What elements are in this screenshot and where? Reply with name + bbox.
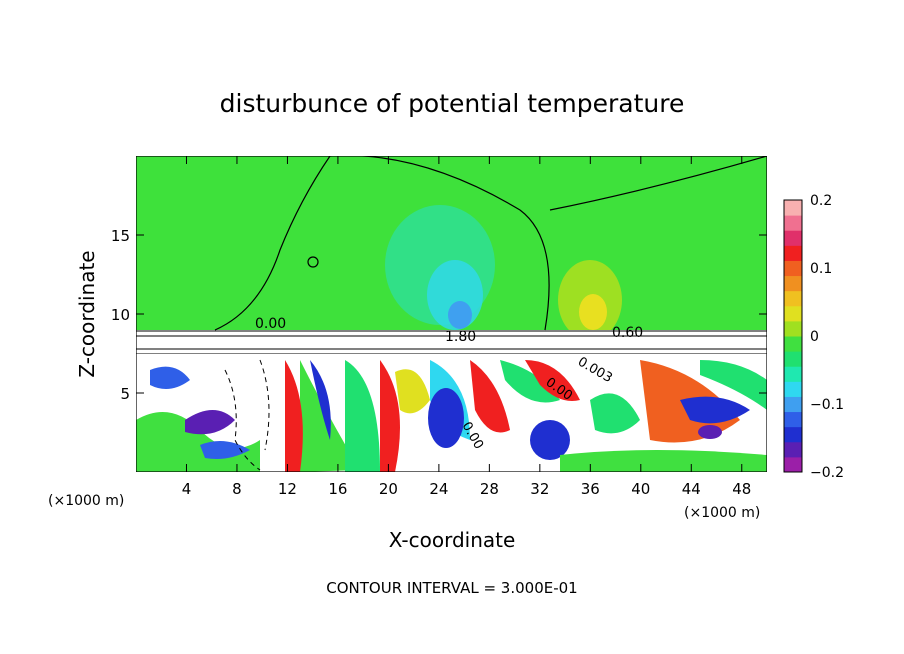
colorbar-swatch (784, 366, 802, 382)
y-tick-label: 10 (111, 306, 130, 324)
colorbar-swatch (784, 351, 802, 367)
x-axis-label: X-coordinate (389, 528, 516, 552)
x-tick-label: 48 (732, 480, 751, 498)
plume-yellow-core (579, 294, 607, 330)
colorbar-tick-label: −0.1 (810, 397, 844, 413)
x-tick-label: 16 (328, 480, 347, 498)
x-tick-label: 32 (530, 480, 549, 498)
colorbar-swatch (784, 381, 802, 397)
colorbar-swatch (784, 396, 802, 413)
colorbar-swatch (784, 290, 802, 307)
feature-blue (680, 396, 750, 424)
feature-green (700, 360, 767, 410)
colorbar-swatch (784, 230, 802, 246)
colorbar-ticks: 0.2 0.1 0 −0.1 −0.2 (810, 193, 844, 481)
contour-label: 0.00 (255, 316, 286, 332)
colorbar-tick-label: 0.2 (810, 193, 832, 209)
y-axis-ticks: 5 10 15 (111, 227, 767, 403)
feature-red (525, 360, 580, 401)
colorbar-tick-label: 0 (810, 329, 819, 345)
colorbar-swatch (784, 260, 802, 277)
x-tick-label: 24 (429, 480, 448, 498)
y-axis-label: Z-coordinate (75, 250, 99, 377)
contour-line (549, 156, 767, 211)
colorbar-swatch (784, 441, 802, 458)
feature-green (590, 393, 640, 434)
feature-green (560, 450, 767, 472)
colorbar-swatch (784, 215, 802, 231)
colorbar-swatch (784, 200, 802, 216)
colorbar-swatch (784, 305, 802, 322)
contour-line (307, 256, 319, 268)
feature-green (300, 360, 360, 472)
contour-label: 0.60 (612, 325, 643, 341)
contour-dashed (259, 359, 270, 451)
footer-contour-interval: CONTOUR INTERVAL = 3.000E-01 (326, 579, 577, 597)
x-unit-left: (×1000 m) (48, 493, 124, 509)
x-tick-label: 20 (379, 480, 398, 498)
y-tick-label: 15 (111, 227, 130, 245)
feature-green (345, 360, 380, 472)
contour-dashed (224, 369, 261, 471)
colorbar-swatch (784, 336, 802, 352)
x-tick-label: 36 (581, 480, 600, 498)
feature-red (470, 360, 510, 433)
x-tick-label: 28 (480, 480, 499, 498)
contour-line (330, 156, 550, 331)
plume-blue-core (448, 301, 472, 329)
x-tick-label: 4 (182, 480, 192, 498)
feature-green (500, 360, 560, 403)
white-band (136, 330, 767, 354)
x-tick-label: 8 (232, 480, 242, 498)
contour-line (214, 156, 331, 331)
feature-red (380, 360, 400, 472)
colorbar-swatch (784, 411, 802, 428)
plot-area (136, 156, 767, 472)
colorbar-tick-label: −0.2 (810, 465, 844, 481)
feature-blue (200, 441, 250, 459)
y-tick-label: 5 (120, 385, 130, 403)
feature-blue (428, 388, 464, 448)
feature-blue (310, 360, 331, 440)
lower-features (136, 360, 767, 472)
colorbar-swatch (784, 245, 802, 261)
colorbar (783, 199, 803, 473)
x-tick-label: 40 (631, 480, 650, 498)
chart-title: disturbunce of potential temperature (220, 89, 685, 118)
x-tick-label: 44 (682, 480, 701, 498)
colorbar-tick-label: 0.1 (810, 261, 832, 277)
contour-label: 1.80 (445, 329, 476, 345)
feature-red (285, 360, 303, 472)
colorbar-swatch (784, 426, 802, 443)
feature-purple (185, 410, 235, 435)
colorbar-swatch (784, 456, 802, 473)
feature-blue (530, 420, 570, 460)
colorbar-frame (783, 199, 803, 473)
colorbar-swatch (784, 275, 802, 292)
feature-yellow (395, 369, 430, 414)
x-axis-ticks: 4 8 12 16 20 24 28 32 36 40 44 48 (182, 156, 751, 498)
x-tick-label: 12 (278, 480, 297, 498)
x-unit-right: (×1000 m) (684, 505, 760, 521)
feature-blue (150, 366, 190, 389)
feature-purple (698, 425, 722, 439)
colorbar-swatch (784, 320, 802, 337)
